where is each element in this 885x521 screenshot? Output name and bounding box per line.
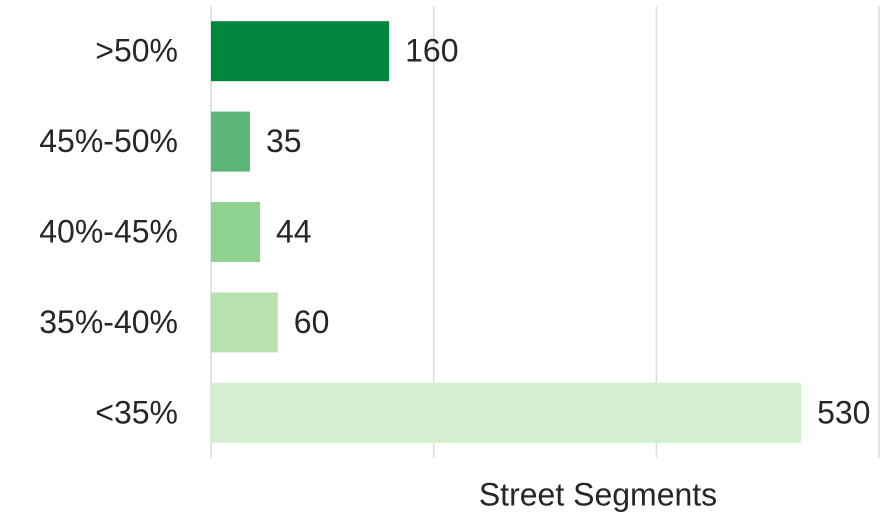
bar (211, 292, 278, 353)
value-label: 60 (294, 304, 330, 340)
value-label: 35 (266, 123, 302, 159)
y-tick-label: <35% (95, 394, 178, 430)
x-axis-label: Street Segments (479, 476, 717, 512)
y-tick-label: 35%-40% (39, 304, 178, 340)
bar (211, 111, 250, 172)
y-tick-label: 45%-50% (39, 123, 178, 159)
value-label: 160 (405, 33, 458, 69)
bar (211, 202, 260, 262)
value-label: 44 (276, 213, 312, 249)
y-tick-label: 40%-45% (39, 213, 178, 249)
y-tick-label: >50% (95, 33, 178, 69)
value-label: 530 (817, 394, 870, 430)
bar (211, 21, 390, 82)
bar (211, 382, 802, 443)
